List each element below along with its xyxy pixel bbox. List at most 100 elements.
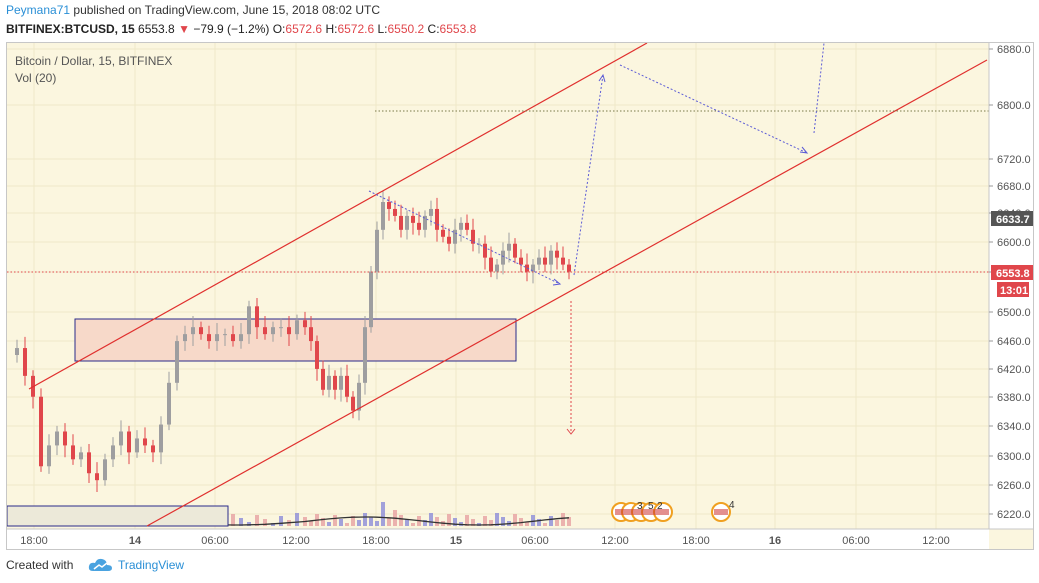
- event-count-label: 4: [729, 500, 735, 511]
- candle-body: [87, 452, 91, 474]
- candle-body: [167, 382, 171, 425]
- countdown-tag: [997, 282, 1029, 297]
- time-tick-label: 15: [450, 535, 462, 547]
- candle-body: [393, 208, 397, 216]
- economic-events[interactable]: 3 5 2 4: [611, 500, 735, 522]
- candle-body: [151, 445, 155, 453]
- marker-price-tag: [991, 211, 1033, 226]
- author-link[interactable]: Peymana71: [6, 3, 71, 17]
- price-tick-label: 6340.0: [997, 421, 1031, 433]
- arrowhead-3: [799, 146, 809, 154]
- low-label: L:: [377, 22, 388, 36]
- volume-bar: [429, 513, 433, 526]
- arrowhead-2: [598, 73, 606, 83]
- event-flag-group-2[interactable]: 4: [711, 500, 735, 522]
- candle-body: [519, 257, 523, 265]
- candle-body: [321, 368, 325, 390]
- close-label: C:: [427, 22, 440, 36]
- volume-bar: [333, 515, 337, 526]
- candle-body: [417, 222, 421, 230]
- current-price-tag: [991, 265, 1033, 280]
- time-tick-label: 14: [129, 535, 142, 547]
- candle-body: [441, 229, 445, 237]
- candle-body: [327, 375, 331, 390]
- candle-body: [175, 341, 179, 383]
- candle-body: [537, 257, 541, 265]
- candle-body: [263, 327, 267, 335]
- candle-body: [447, 236, 451, 244]
- candle-body: [111, 445, 115, 460]
- candle-body: [375, 229, 379, 272]
- current-price-text: 6553.8: [996, 268, 1030, 280]
- time-tick-label: 18:00: [682, 535, 710, 547]
- volume-bar: [513, 514, 517, 526]
- candle-body: [159, 424, 163, 453]
- price-chart[interactable]: 3 5 2 4 6880.06800.06720.06680.06640.066…: [7, 43, 1034, 550]
- tradingview-link[interactable]: TradingView: [118, 558, 185, 572]
- open-value: 6572.6: [285, 22, 323, 36]
- candle-body: [345, 375, 349, 397]
- candle-body: [223, 334, 227, 336]
- chart-legend: Bitcoin / Dollar, 15, BITFINEX Vol (20): [15, 53, 172, 87]
- low-value: 6550.2: [387, 22, 425, 36]
- publication-header: Peymana71 published on TradingView.com, …: [0, 0, 1039, 42]
- projection-arrow-2[interactable]: [573, 74, 604, 276]
- drawings: [7, 43, 989, 527]
- volume-bar: [271, 523, 275, 526]
- candle-body: [555, 250, 559, 258]
- candle-body: [429, 208, 433, 216]
- candle-body: [333, 375, 337, 390]
- price-tick-label: 6260.0: [997, 480, 1031, 492]
- volume-bar: [321, 518, 325, 526]
- volume-bar: [525, 522, 529, 526]
- candle-body: [357, 382, 361, 411]
- candle-body: [339, 375, 343, 390]
- candle-body: [143, 438, 147, 446]
- candle-body: [465, 222, 469, 230]
- volume-indicator-label[interactable]: Vol (20): [15, 71, 57, 85]
- volume-bar: [363, 513, 367, 526]
- projection-arrow-3[interactable]: [619, 64, 808, 154]
- time-tick-label: 06:00: [521, 535, 549, 547]
- last-price: 6553.8: [138, 22, 175, 36]
- volume-bar: [465, 515, 469, 526]
- volume-bar: [351, 516, 355, 526]
- volume-bar: [447, 514, 451, 526]
- candle-body: [315, 341, 319, 369]
- footer: Created with TradingView: [0, 550, 1039, 583]
- projection-arrow-4[interactable]: [813, 43, 825, 134]
- event-flag-group-1[interactable]: 3 5 2: [611, 501, 673, 522]
- candle-body: [309, 327, 313, 342]
- time-axis[interactable]: 18:00 14 06:00 12:00 18:00 15 06:00 12:00 18:00 1…: [7, 528, 1034, 550]
- candle-body: [23, 348, 27, 376]
- price-axis[interactable]: 6880.06800.06720.06680.06640.06600.06550…: [988, 43, 1034, 529]
- candle-body: [477, 243, 481, 245]
- candle-body: [183, 334, 187, 342]
- volume-bar: [387, 518, 391, 526]
- channel-upper-line[interactable]: [28, 43, 648, 390]
- channel-lower-line[interactable]: [146, 59, 988, 527]
- price-change: −79.9 (−1.2%): [193, 22, 270, 36]
- time-tick-label: 16: [769, 535, 781, 547]
- candle-body: [247, 306, 251, 335]
- chart-pane[interactable]: 3 5 2 4 6880.06800.06720.06680.06640.066…: [6, 42, 1034, 550]
- published-text: published on TradingView.com, June 15, 2…: [73, 3, 381, 17]
- time-tick-label: 06:00: [842, 535, 870, 547]
- volume-bar: [231, 514, 235, 526]
- candle-body: [399, 215, 403, 230]
- volume-bar: [435, 517, 439, 526]
- candle-body: [405, 215, 409, 230]
- volume-box[interactable]: [7, 505, 229, 527]
- volume-bar: [501, 517, 505, 526]
- candle-body: [63, 431, 67, 446]
- event-count-label: 3: [637, 501, 643, 512]
- volume-bar: [471, 519, 475, 526]
- candle-body: [239, 334, 243, 342]
- candle-body: [387, 202, 391, 209]
- candle-body: [423, 215, 427, 230]
- price-tick-label: 6600.0: [997, 237, 1031, 249]
- projection-arrow-1[interactable]: [368, 190, 561, 285]
- price-tick-label: 6420.0: [997, 364, 1031, 376]
- price-tick-label: 6220.0: [997, 509, 1031, 521]
- tradingview-cloud-icon: [88, 558, 112, 571]
